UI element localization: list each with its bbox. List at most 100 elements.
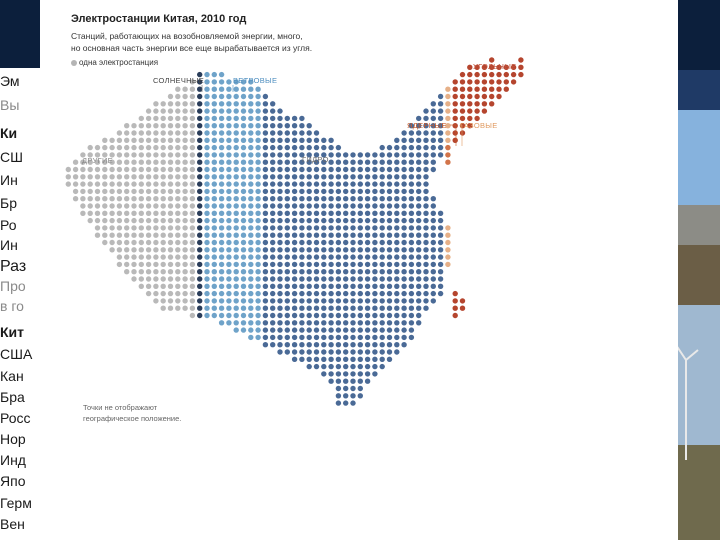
station-dot	[291, 115, 298, 122]
station-dot	[386, 166, 393, 173]
station-dot	[445, 254, 451, 260]
station-dot	[350, 327, 356, 333]
station-dot	[240, 298, 247, 304]
station-dot	[335, 290, 342, 297]
station-dot	[65, 174, 71, 180]
station-dot	[277, 196, 283, 202]
station-dot	[262, 217, 269, 224]
station-dot	[343, 305, 349, 311]
station-dot	[211, 181, 217, 187]
station-dot	[299, 130, 305, 136]
station-dot	[306, 269, 312, 275]
station-dot	[379, 196, 385, 202]
station-dot	[379, 290, 385, 297]
station-dot	[350, 276, 356, 282]
station-dot	[262, 327, 269, 333]
station-dot	[226, 312, 232, 319]
station-dot	[459, 115, 466, 122]
station-dot	[248, 123, 254, 129]
station-dot	[189, 312, 196, 319]
station-dot	[138, 166, 144, 173]
station-dot	[87, 166, 93, 173]
station-dot	[226, 79, 232, 85]
station-dot	[306, 276, 312, 282]
station-dot	[211, 137, 217, 143]
station-dot	[248, 166, 254, 173]
station-dot	[430, 115, 436, 122]
station-dot	[138, 174, 144, 180]
station-dot	[197, 159, 203, 165]
station-dot	[372, 232, 378, 238]
station-dot	[372, 261, 378, 268]
station-dot	[102, 217, 108, 224]
station-dot	[350, 320, 356, 326]
station-dot	[372, 327, 378, 333]
station-dot	[379, 152, 385, 158]
station-dot	[204, 130, 210, 136]
station-dot	[306, 144, 312, 151]
station-dot	[372, 342, 378, 348]
station-dot	[306, 210, 312, 216]
station-dot	[306, 196, 312, 202]
station-dot	[160, 239, 166, 246]
station-dot	[175, 115, 181, 122]
station-dot	[430, 283, 436, 289]
station-dot	[160, 188, 166, 195]
station-dot	[80, 174, 86, 180]
station-dot	[306, 239, 312, 246]
station-dot	[255, 254, 261, 260]
station-dot	[489, 93, 495, 100]
station-dot	[197, 261, 203, 268]
station-dot	[430, 276, 436, 282]
station-dot	[218, 239, 225, 246]
station-dot	[145, 239, 152, 246]
station-dot	[182, 181, 188, 187]
station-dot	[145, 166, 152, 173]
station-dot	[408, 269, 415, 275]
station-dot	[153, 159, 159, 165]
station-dot	[394, 225, 400, 231]
slide-line: Бра	[0, 389, 25, 405]
station-dot	[182, 247, 188, 253]
station-dot	[233, 327, 239, 333]
station-dot	[335, 393, 342, 399]
station-dot	[350, 217, 356, 224]
slide-line: СШ	[0, 149, 23, 165]
station-dot	[233, 86, 239, 92]
station-dot	[109, 203, 115, 209]
station-dot	[291, 334, 298, 341]
station-dot	[189, 188, 196, 195]
station-dot	[299, 312, 305, 319]
station-dot	[423, 123, 429, 129]
station-dot	[255, 217, 261, 224]
station-dot	[284, 276, 290, 282]
station-dot	[335, 371, 342, 377]
station-dot	[386, 144, 393, 151]
station-dot	[445, 225, 451, 231]
station-dot	[189, 305, 196, 311]
station-dot	[372, 203, 378, 209]
slide-line: Росс	[0, 410, 31, 426]
station-dot	[204, 174, 210, 180]
station-dot	[291, 261, 298, 268]
station-dot	[430, 196, 436, 202]
station-dot	[299, 320, 305, 326]
station-dot	[291, 305, 298, 311]
station-dot	[401, 298, 407, 304]
station-dot	[218, 174, 225, 180]
station-dot	[102, 166, 108, 173]
station-dot	[197, 232, 203, 238]
station-dot	[218, 152, 225, 158]
station-dot	[189, 232, 196, 238]
station-dot	[204, 217, 210, 224]
station-dot	[255, 290, 261, 297]
station-dot	[240, 137, 247, 143]
station-dot	[255, 137, 261, 143]
station-dot	[211, 152, 217, 158]
station-dot	[401, 166, 407, 173]
station-dot	[335, 152, 342, 158]
station-dot	[328, 203, 334, 209]
station-dot	[248, 210, 254, 216]
station-dot	[218, 123, 225, 129]
station-dot	[335, 174, 342, 180]
